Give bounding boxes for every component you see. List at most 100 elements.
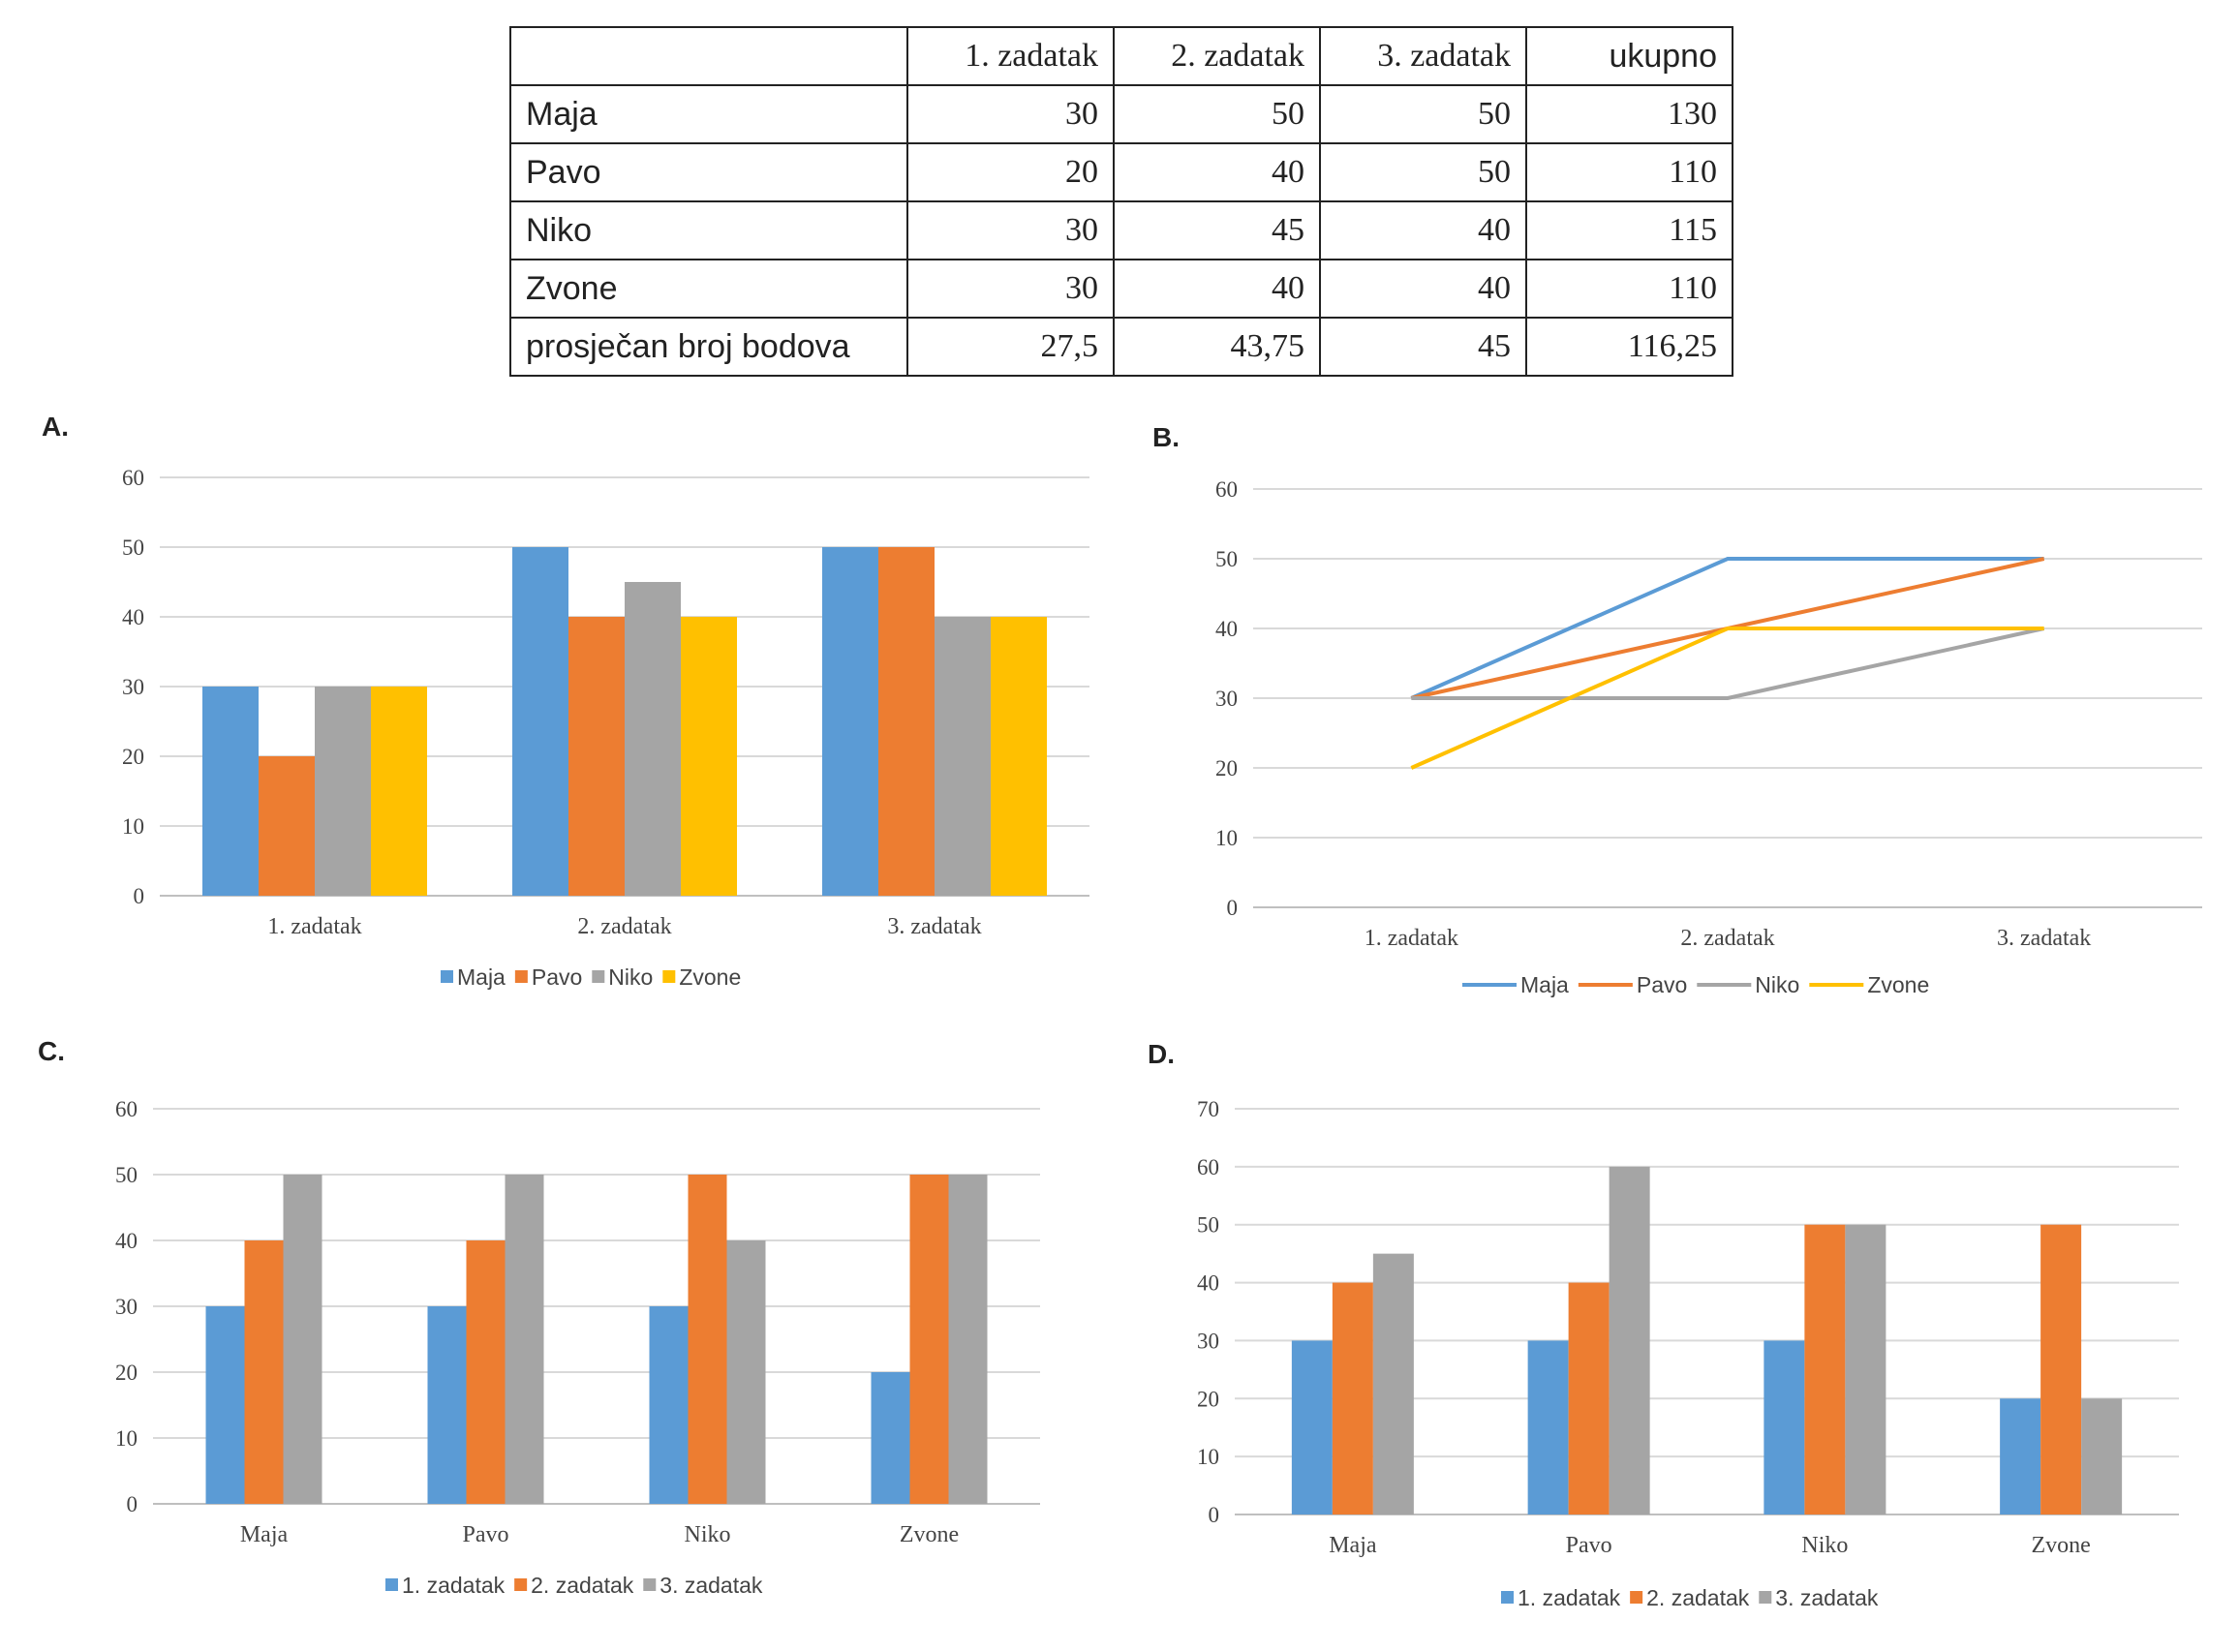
row-name-cell: Pavo [509,142,908,202]
table-header-cell: ukupno [1525,26,1733,86]
table-cell: 50 [1113,84,1321,144]
panel-label-b: B. [1152,422,1180,452]
table-cell: 45 [1319,317,1527,377]
x-tick-label: 3. zadatak [1997,926,2091,951]
series-line [1410,557,2044,700]
table-cell: 130 [1525,84,1733,144]
y-tick-label: 30 [1197,1329,1219,1353]
bar [726,1240,766,1504]
y-tick-label: 0 [134,884,145,908]
legend-swatch [514,1578,528,1591]
bar [935,617,991,896]
table-cell: 40 [1113,259,1321,319]
x-tick-label: 3. zadatak [887,914,981,939]
table-cell: 30 [906,84,1115,144]
legend-swatch [441,970,453,983]
table-cell: 20 [906,142,1115,202]
y-tick-label: 0 [1227,896,1239,920]
legend-swatch [1501,1591,1514,1604]
bar [466,1240,506,1504]
x-tick-label: Maja [240,1522,289,1547]
y-tick-label: 20 [1197,1387,1219,1411]
bar [822,547,878,896]
table-row: Maja 30 50 50 130 [509,84,1733,144]
panel-label-a: A. [42,412,69,442]
panel-label-d: D. [1148,1039,1175,1069]
table-row: Pavo 20 40 50 110 [509,142,1733,202]
legend-swatch [662,970,676,983]
table-header-cell [509,26,908,86]
legend-label: 2. zadatak [531,1573,634,1598]
table-header-row: 1. zadatak 2. zadatak 3. zadatak ukupno [509,26,1733,86]
y-tick-label: 20 [115,1361,138,1385]
x-tick-label: Zvone [2031,1533,2090,1558]
legend-label: 3. zadatak [1775,1585,1879,1610]
bar [427,1306,467,1504]
legend-swatch [514,970,528,983]
bar [1845,1224,1886,1514]
x-tick-label: 1. zadatak [267,914,361,939]
bar [991,617,1047,896]
y-tick-label: 60 [1197,1155,1219,1179]
y-tick-label: 10 [1197,1445,1219,1469]
y-tick-label: 70 [1197,1097,1219,1121]
y-tick-label: 30 [115,1295,138,1319]
bar [1609,1166,1650,1514]
y-tick-label: 40 [1197,1271,1219,1296]
bar [505,1175,544,1504]
bar [315,687,371,896]
table-cell: 30 [906,200,1115,260]
x-tick-label: 2. zadatak [1680,926,1774,951]
bar [283,1175,322,1504]
y-tick-label: 10 [1215,826,1238,850]
bar [871,1372,910,1504]
legend-swatch [592,970,605,983]
legend-label: Niko [608,964,653,990]
bar [909,1175,949,1504]
bar [1764,1340,1805,1514]
table-cell: 45 [1113,200,1321,260]
row-name-cell: Zvone [509,259,908,319]
legend-label: 1. zadatak [1518,1585,1621,1610]
table-cell: 40 [1113,142,1321,202]
legend-label: Pavo [532,964,582,990]
y-tick-label: 60 [1215,477,1238,502]
legend-swatch [643,1578,657,1591]
legend-label: Maja [457,964,506,990]
table-cell: 115 [1525,200,1733,260]
y-tick-label: 10 [115,1426,138,1451]
bar [681,617,737,896]
legend-swatch [385,1578,398,1591]
table-cell: 110 [1525,142,1733,202]
table-header-cell: 2. zadatak [1113,26,1321,86]
bar [2000,1398,2041,1514]
legend-label: Niko [1755,972,1799,997]
score-table: 1. zadatak 2. zadatak 3. zadatak ukupno … [509,26,1733,377]
y-tick-label: 50 [1215,547,1238,571]
table-cell: 30 [906,259,1115,319]
y-tick-label: 40 [122,605,144,629]
bar [1527,1340,1569,1514]
y-tick-label: 0 [127,1492,138,1516]
y-tick-label: 40 [1215,617,1238,641]
bar [205,1306,245,1504]
table-cell: 50 [1319,142,1527,202]
bar [259,756,315,896]
y-tick-label: 20 [1215,756,1238,780]
series-line [1411,627,2045,700]
table-cell: 110 [1525,259,1733,319]
table-cell: 43,75 [1113,317,1321,377]
y-tick-label: 50 [1197,1213,1219,1238]
y-tick-label: 30 [1215,687,1238,711]
bar [948,1175,988,1504]
x-tick-label: Maja [1329,1533,1377,1558]
legend-label: Zvone [1867,972,1929,997]
y-tick-label: 30 [122,675,144,699]
bar [1804,1224,1846,1514]
legend-label: 3. zadatak [659,1573,763,1598]
x-tick-label: Pavo [463,1522,509,1547]
legend-label: 1. zadatak [402,1573,506,1598]
table-row-average: prosječan broj bodova 27,5 43,75 45 116,… [509,317,1733,377]
chart-a: 0 10 20 30 40 50 60 1. zadatak 2. zadatak 3. zada… [122,466,1089,990]
panel-label-c: C. [38,1036,65,1066]
